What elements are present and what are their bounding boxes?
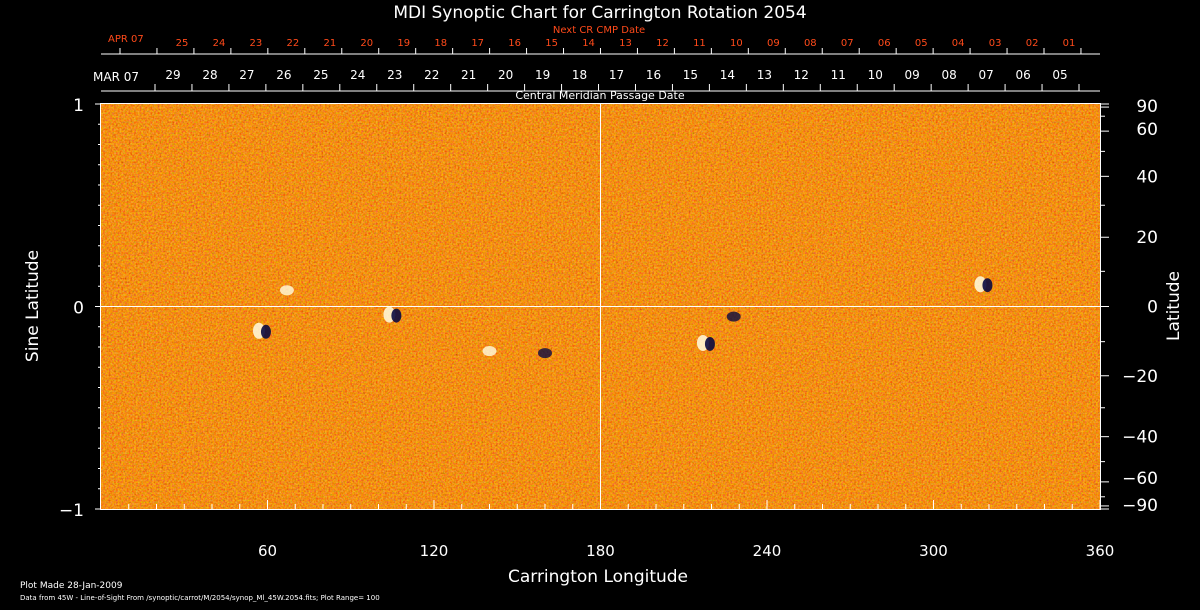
cmp-day-label: 14 <box>720 68 735 82</box>
cmp-day-label: 25 <box>313 68 328 82</box>
next-cr-day-label: 10 <box>730 38 743 49</box>
cmp-day-label: 08 <box>942 68 957 82</box>
next-cr-day-label: 17 <box>471 38 484 49</box>
cmp-day-label: 06 <box>1015 68 1030 82</box>
y-right-tick-label: −20 <box>1122 367 1158 387</box>
chart-title: MDI Synoptic Chart for Carrington Rotati… <box>393 3 806 23</box>
cmp-day-label: 10 <box>868 68 883 82</box>
x-tick-label: 180 <box>586 542 615 560</box>
y-left-tick-label: −1 <box>59 501 84 521</box>
y-right-tick-label: −60 <box>1122 469 1158 489</box>
top-axis-title: Central Meridian Passage Date <box>515 89 684 102</box>
cmp-day-label: 21 <box>461 68 476 82</box>
cmp-day-label: 20 <box>498 68 513 82</box>
footer-source: Data from 45W - Line-of-Sight From /syno… <box>20 594 380 602</box>
next-cr-day-label: 03 <box>989 38 1002 49</box>
cmp-day-label: 19 <box>535 68 550 82</box>
cmp-day-label: 12 <box>794 68 809 82</box>
next-cr-day-label: 11 <box>693 38 706 49</box>
next-cr-day-label: 02 <box>1026 38 1039 49</box>
cmp-day-label: 13 <box>757 68 772 82</box>
cmp-day-label: 17 <box>609 68 624 82</box>
y-axis-label-right: Latitude <box>1164 271 1184 341</box>
cmp-day-label: 28 <box>202 68 217 82</box>
next-cr-day-label: 21 <box>323 38 336 49</box>
crosshair-lines <box>101 104 1100 509</box>
cmp-day-label: 29 <box>165 68 180 82</box>
active-region-negative <box>704 336 715 351</box>
next-cr-day-label: 25 <box>176 38 189 49</box>
y-right-tick-label: −90 <box>1122 496 1158 516</box>
active-region-positive <box>482 346 497 357</box>
y-right-tick-label: 60 <box>1136 120 1158 140</box>
x-tick-label: 240 <box>753 542 782 560</box>
next-cr-day-label: 22 <box>287 38 300 49</box>
next-cr-day-label: 06 <box>878 38 891 49</box>
next-cr-day-label: 04 <box>952 38 965 49</box>
next-cr-title: Next CR CMP Date <box>553 25 645 36</box>
next-cr-day-label: 08 <box>804 38 817 49</box>
next-cr-month: APR 07 <box>108 34 144 45</box>
next-cr-day-label: 12 <box>656 38 669 49</box>
active-region-negative <box>391 308 402 323</box>
cmp-day-label: 22 <box>424 68 439 82</box>
next-cr-day-label: 20 <box>360 38 373 49</box>
active-region-negative <box>982 278 993 293</box>
cmp-day-label: 07 <box>978 68 993 82</box>
y-right-tick-label: 90 <box>1136 97 1158 117</box>
axes-layer: 60 120 180 240 300 360−101 906040200−20−40−60−… <box>59 38 1158 560</box>
next-cr-day-label: 19 <box>397 38 410 49</box>
y-right-tick-label: 40 <box>1136 167 1158 187</box>
y-axis-label-left: Sine Latitude <box>23 250 43 362</box>
active-regions-layer <box>252 276 993 359</box>
cmp-day-label: 18 <box>572 68 587 82</box>
active-region-positive <box>279 285 294 296</box>
y-right-tick-label: 0 <box>1147 298 1158 318</box>
next-cr-day-label: 18 <box>434 38 447 49</box>
cmp-day-label: 27 <box>239 68 254 82</box>
cmp-day-label: 15 <box>683 68 698 82</box>
next-cr-day-label: 24 <box>213 38 226 49</box>
active-region-negative <box>538 348 552 359</box>
next-cr-day-label: 15 <box>545 38 558 49</box>
next-cr-day-label: 13 <box>619 38 632 49</box>
active-region-negative <box>726 311 741 322</box>
next-cr-day-label: 09 <box>767 38 780 49</box>
x-tick-label: 120 <box>420 542 449 560</box>
footer-plot-made: Plot Made 28-Jan-2009 <box>20 581 123 591</box>
cmp-day-label: 26 <box>276 68 291 82</box>
next-cr-day-label: 16 <box>508 38 521 49</box>
y-left-tick-label: 0 <box>73 299 84 319</box>
y-left-tick-label: 1 <box>73 96 84 116</box>
next-cr-day-label: 23 <box>250 38 263 49</box>
next-cr-day-label: 01 <box>1063 38 1076 49</box>
x-tick-label: 360 <box>1086 542 1115 560</box>
x-axis-label: Carrington Longitude <box>508 567 688 587</box>
cmp-day-label: 24 <box>350 68 365 82</box>
active-region-negative <box>260 324 271 339</box>
x-tick-label: 300 <box>919 542 948 560</box>
cmp-day-label: 16 <box>646 68 661 82</box>
next-cr-day-label: 14 <box>582 38 595 49</box>
next-cr-day-label: 05 <box>915 38 928 49</box>
cmp-day-label: 23 <box>387 68 402 82</box>
cmp-day-label: 09 <box>905 68 920 82</box>
next-cr-day-label: 07 <box>841 38 854 49</box>
cmp-day-label: 05 <box>1052 68 1067 82</box>
y-right-tick-label: 20 <box>1136 228 1158 248</box>
x-tick-label: 60 <box>258 542 277 560</box>
top-axis-month: MAR 07 <box>93 70 139 84</box>
cmp-day-label: 11 <box>831 68 846 82</box>
y-right-tick-label: −40 <box>1122 428 1158 448</box>
